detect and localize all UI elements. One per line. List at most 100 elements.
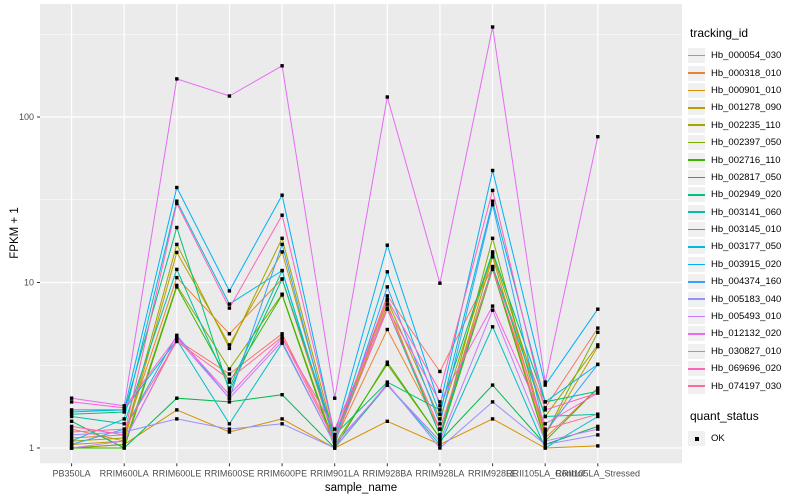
data-point	[122, 430, 126, 434]
data-point	[543, 427, 547, 431]
x-axis-title: sample_name	[324, 482, 398, 494]
data-point	[438, 433, 442, 437]
data-point	[438, 439, 442, 443]
legend-title-quant-status: quant_status	[690, 408, 759, 423]
data-point	[69, 410, 74, 414]
legend-color-line	[688, 333, 705, 335]
data-point	[175, 250, 179, 255]
data-point	[333, 427, 337, 431]
legend-key-box	[688, 65, 705, 81]
x-tick-label: PB350LA	[53, 468, 91, 478]
legend-key-box	[688, 256, 705, 272]
data-point	[122, 446, 126, 450]
data-point	[175, 225, 179, 230]
legend-item-label: Hb_002817_050	[711, 171, 782, 183]
data-point	[385, 302, 389, 306]
data-point	[490, 203, 495, 207]
legend-item-Hb_002397_050: Hb_002397_050	[688, 134, 798, 151]
y-axis-title: FPKM + 1	[9, 207, 21, 259]
data-point	[227, 389, 232, 393]
data-point	[543, 380, 547, 384]
data-point	[69, 439, 74, 443]
data-point	[227, 386, 232, 390]
data-point	[596, 326, 600, 330]
legend-color-line	[688, 315, 705, 318]
data-point	[596, 330, 600, 334]
data-point	[227, 396, 232, 400]
legend-color-line	[688, 298, 705, 300]
legend-title-tracking-id: tracking_id	[690, 26, 749, 40]
data-point	[490, 255, 495, 259]
data-point	[490, 188, 495, 193]
data-point	[227, 343, 232, 347]
data-point	[490, 267, 495, 271]
data-point	[543, 400, 547, 404]
data-point	[596, 135, 600, 139]
data-point	[280, 250, 284, 254]
data-point	[69, 424, 74, 429]
data-point	[280, 193, 284, 197]
data-point	[490, 304, 495, 308]
legend-color-line	[688, 141, 705, 144]
data-point	[596, 362, 600, 367]
data-point	[280, 332, 284, 336]
x-tick-label: RRIM600PE	[257, 468, 307, 478]
legend-item-label: Hb_003141_060	[711, 206, 782, 218]
data-point	[438, 404, 442, 408]
data-point	[490, 252, 495, 256]
data-point	[280, 335, 284, 339]
data-point	[596, 424, 600, 429]
legend-color-line	[688, 194, 705, 196]
data-point	[69, 408, 74, 412]
data-point	[280, 341, 284, 345]
legend-item-Hb_000318_010: Hb_000318_010	[688, 64, 798, 81]
data-point	[69, 412, 74, 416]
data-point	[122, 410, 126, 414]
data-point	[175, 199, 179, 203]
data-point	[69, 414, 74, 419]
legend-color-line	[688, 385, 705, 387]
data-point	[596, 414, 600, 419]
legend-item-Hb_002235_110: Hb_002235_110	[688, 117, 798, 134]
data-point	[227, 332, 232, 336]
y-tick-label: 10	[24, 278, 34, 288]
data-point	[69, 400, 74, 404]
legend-key-box	[688, 204, 705, 220]
data-point	[175, 77, 179, 81]
data-point	[122, 436, 126, 440]
axis-ticks	[37, 116, 599, 467]
legend-item-Hb_002716_110: Hb_002716_110	[688, 151, 798, 168]
data-point	[438, 422, 442, 426]
x-tick-label: RRII105LA_Stressed	[556, 468, 641, 478]
legend-item-label: Hb_003145_010	[711, 224, 782, 236]
data-point	[385, 419, 389, 423]
data-point	[227, 302, 232, 306]
legend-item-label: Hb_003177_050	[711, 241, 782, 253]
legend-item-Hb_003177_050: Hb_003177_050	[688, 238, 798, 255]
legend-color-line	[688, 246, 705, 248]
legend-color-line	[688, 89, 705, 92]
data-point	[175, 285, 179, 289]
legend-item-Hb_000901_010: Hb_000901_010	[688, 82, 798, 99]
legend-key-box	[688, 343, 705, 359]
legend-items-list: Hb_000054_030 Hb_000318_010 Hb_000901_010 H…	[688, 47, 798, 395]
legend-item-label: Hb_003915_020	[711, 258, 782, 270]
legend-item-Hb_003141_060: Hb_003141_060	[688, 204, 798, 221]
legend-item-Hb_012132_020: Hb_012132_020	[688, 325, 798, 342]
data-point	[69, 442, 74, 447]
data-point	[175, 408, 179, 412]
data-point	[385, 327, 389, 332]
legend-key-box	[688, 152, 705, 168]
data-point	[490, 417, 495, 421]
data-point	[69, 436, 74, 440]
legend-item-label: Hb_000318_010	[711, 67, 782, 79]
data-points	[69, 25, 600, 450]
y-tick-labels: 1 10 100	[19, 112, 34, 453]
legend-item-label: Hb_000901_010	[711, 84, 782, 96]
data-point	[385, 307, 389, 311]
legend-key-box	[688, 100, 705, 116]
legend-color-line	[688, 72, 705, 74]
legend-key-box	[688, 378, 705, 394]
legend-color-line	[688, 54, 705, 57]
